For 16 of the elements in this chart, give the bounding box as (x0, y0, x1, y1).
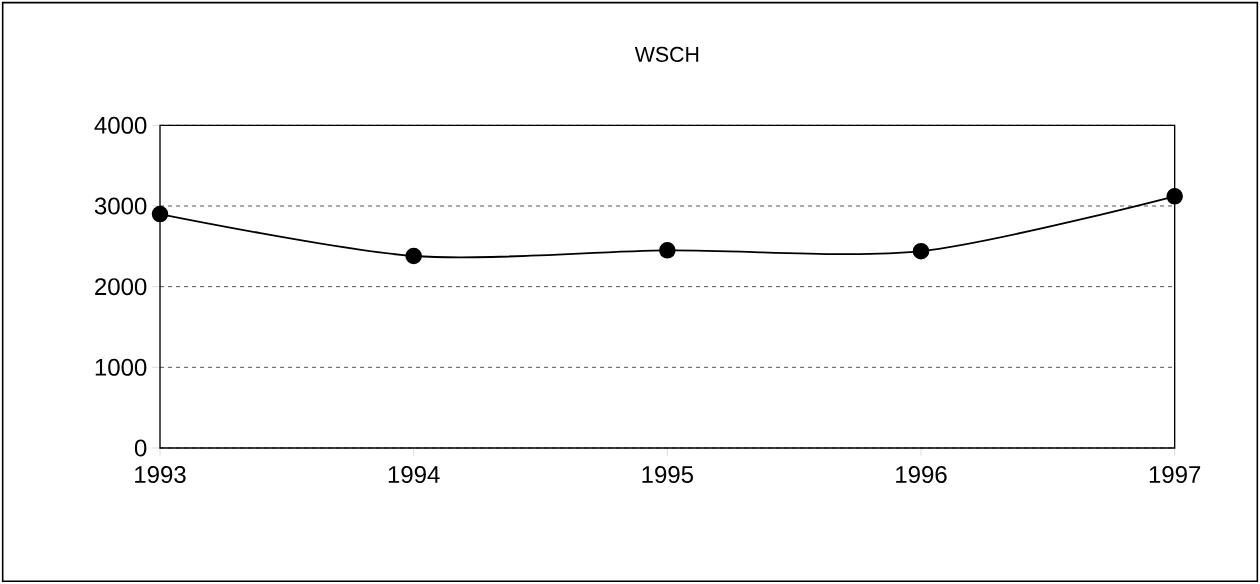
x-tick-label: 1995 (642, 466, 694, 484)
x-tick-label: 1996 (896, 466, 947, 484)
point (659, 242, 676, 259)
x-tick-label: 1994 (388, 466, 440, 484)
point (912, 242, 930, 260)
point (405, 247, 422, 265)
y-tick-label: 1000 (95, 358, 147, 376)
y-tick-label: 3000 (94, 197, 147, 215)
chart-title: WSCH (634, 46, 699, 62)
x-tick-label: 1997 (1149, 466, 1201, 484)
y-tick-label: 0 (134, 439, 147, 457)
point (151, 205, 169, 223)
x-tick-label: 1993 (135, 466, 186, 484)
point (1166, 188, 1183, 205)
y-tick-label: 4000 (94, 116, 147, 134)
y-tick-label: 2000 (95, 278, 147, 296)
